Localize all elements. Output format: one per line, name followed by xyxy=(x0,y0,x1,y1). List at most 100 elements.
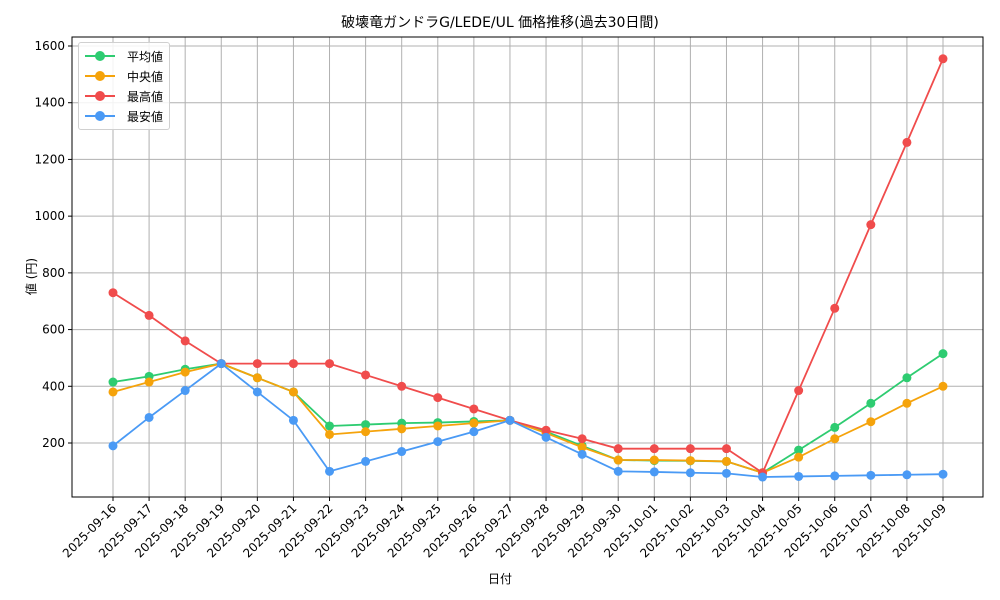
data-point xyxy=(325,421,335,431)
data-point xyxy=(830,303,840,313)
data-point xyxy=(577,434,587,444)
legend-marker-icon xyxy=(85,110,115,122)
data-point xyxy=(397,381,407,391)
data-point xyxy=(938,469,948,479)
data-point xyxy=(685,456,695,466)
data-point xyxy=(252,373,262,383)
data-point xyxy=(902,373,912,383)
data-point xyxy=(252,387,262,397)
y-axis: 200 400 600 800 1000 1200 1400 1600 xyxy=(34,39,72,450)
legend-item: 最高値 xyxy=(79,86,169,106)
y-tick-label: 400 xyxy=(42,379,65,393)
data-point xyxy=(361,370,371,380)
data-point xyxy=(613,455,623,465)
data-point xyxy=(830,471,840,481)
data-point xyxy=(144,377,154,387)
data-point xyxy=(758,472,768,482)
legend-item: 最安値 xyxy=(79,106,169,126)
data-point xyxy=(902,398,912,408)
data-point xyxy=(325,359,335,369)
y-tick-label: 1200 xyxy=(34,152,65,166)
data-point xyxy=(288,387,298,397)
data-point xyxy=(902,470,912,480)
data-point xyxy=(505,415,515,425)
series-3 xyxy=(108,359,948,482)
y-tick-label: 1000 xyxy=(34,209,65,223)
data-point xyxy=(180,367,190,377)
data-point xyxy=(469,427,479,437)
data-point xyxy=(866,220,876,230)
data-point xyxy=(325,429,335,439)
data-point xyxy=(830,434,840,444)
data-point xyxy=(685,468,695,478)
chart-title: 破壊竜ガンドラG/LEDE/UL 価格推移(過去30日間) xyxy=(341,15,659,31)
data-point xyxy=(794,386,804,396)
y-tick-label: 200 xyxy=(42,436,65,450)
legend-label: 最高値 xyxy=(127,89,164,104)
data-point xyxy=(613,466,623,476)
data-point xyxy=(433,437,443,447)
data-point xyxy=(938,349,948,359)
x-axis: 2025-09-162025-09-172025-09-182025-09-19… xyxy=(60,497,949,560)
legend-marker-icon xyxy=(85,70,115,82)
data-point xyxy=(794,445,804,455)
data-point xyxy=(794,471,804,481)
legend-label: 中央値 xyxy=(127,69,164,84)
data-point xyxy=(649,455,659,465)
data-point xyxy=(469,404,479,414)
data-point xyxy=(830,422,840,432)
series-2 xyxy=(108,54,948,478)
data-point xyxy=(144,412,154,422)
data-point xyxy=(361,420,371,430)
data-point xyxy=(397,424,407,434)
legend-marker-icon xyxy=(85,90,115,102)
data-point xyxy=(108,377,118,387)
x-axis-label: 日付 xyxy=(487,572,512,586)
data-point xyxy=(938,381,948,391)
data-point xyxy=(541,425,551,435)
legend-marker-icon xyxy=(85,50,115,62)
data-point xyxy=(685,444,695,454)
data-point xyxy=(469,418,479,428)
data-point xyxy=(288,359,298,369)
y-tick-label: 600 xyxy=(42,323,65,337)
data-point xyxy=(252,359,262,369)
data-point xyxy=(108,288,118,298)
data-point xyxy=(577,449,587,459)
data-point xyxy=(180,386,190,396)
data-point xyxy=(180,336,190,346)
legend-label: 最安値 xyxy=(127,109,164,124)
data-point xyxy=(613,444,623,454)
legend-item: 中央値 xyxy=(79,66,169,86)
data-point xyxy=(577,442,587,452)
data-point xyxy=(721,468,731,478)
data-point xyxy=(649,444,659,454)
data-point xyxy=(794,452,804,462)
data-point xyxy=(866,398,876,408)
data-point xyxy=(288,415,298,425)
data-point xyxy=(216,359,226,369)
data-point xyxy=(866,470,876,480)
legend-item: 平均値 xyxy=(79,46,169,66)
data-point xyxy=(938,54,948,64)
data-point xyxy=(397,447,407,457)
data-point xyxy=(108,387,118,397)
data-point xyxy=(721,444,731,454)
data-point xyxy=(361,427,371,437)
data-point xyxy=(144,310,154,320)
data-point xyxy=(325,466,335,476)
y-tick-label: 800 xyxy=(42,266,65,280)
y-tick-label: 1400 xyxy=(34,96,65,110)
series-1 xyxy=(108,359,948,478)
data-point xyxy=(108,441,118,451)
data-point xyxy=(433,393,443,403)
data-point xyxy=(721,456,731,466)
data-point xyxy=(866,417,876,427)
y-axis-label: 値 (円) xyxy=(24,257,39,296)
data-point xyxy=(902,137,912,147)
y-tick-label: 1600 xyxy=(34,39,65,53)
plot-frame xyxy=(71,36,984,498)
legend-label: 平均値 xyxy=(127,49,164,64)
data-point xyxy=(649,467,659,477)
